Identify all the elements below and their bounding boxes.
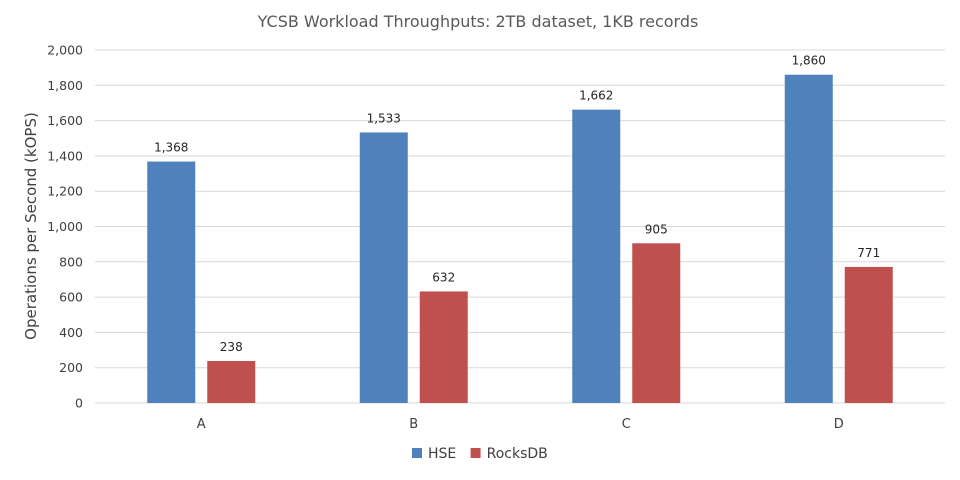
y-tick-label: 1,200 [47,184,83,199]
legend-swatch-hse [412,448,422,458]
y-tick-label: 800 [59,254,83,269]
bar-rocksdb-d [844,266,893,403]
x-tick-label: B [409,417,418,432]
y-tick-label: 1,800 [47,78,83,93]
bar-hse-b [359,132,408,403]
bar-rocksdb-b [419,291,468,403]
data-label-rocksdb-a: 238 [220,340,243,354]
data-label-rocksdb-b: 632 [432,270,455,284]
x-axis-ticks: A B C D [197,417,844,432]
x-tick-label: D [834,417,844,432]
y-tick-label: 1,600 [47,113,83,128]
bar-hse-d [784,74,833,404]
y-tick-label: 2,000 [47,43,83,58]
bar-hse-a [147,161,196,403]
data-label-hse-d: 1,860 [792,54,826,68]
data-labels: 1,368 238 1,533 632 1,662 905 1,860 771 [154,54,880,354]
data-label-hse-c: 1,662 [579,89,613,103]
legend-label-hse: HSE [428,446,456,462]
y-tick-label: 200 [59,360,83,375]
legend: HSE RocksDB [412,446,548,462]
y-axis-label: Operations per Second (kOPS) [22,112,40,340]
data-label-hse-a: 1,368 [154,141,188,155]
bar-rocksdb-c [632,243,681,403]
data-label-hse-b: 1,533 [367,111,401,125]
y-tick-label: 1,400 [47,148,83,163]
bar-hse-c [572,109,621,404]
x-tick-label: A [197,417,206,432]
legend-label-rocksdb: RocksDB [487,446,548,462]
y-tick-label: 1,000 [47,219,83,234]
y-tick-label: 0 [75,396,83,411]
y-tick-label: 600 [59,290,83,305]
bar-rocksdb-a [207,360,256,403]
chart-title: YCSB Workload Throughputs: 2TB dataset, … [257,12,699,31]
y-axis-ticks: 0 200 400 600 800 1,000 1,200 1,400 1,600 1,800 2,… [47,43,83,411]
x-tick-label: C [622,417,631,432]
y-tick-label: 400 [59,325,83,340]
data-label-rocksdb-d: 771 [857,246,880,260]
legend-swatch-rocksdb [470,448,481,458]
data-label-rocksdb-c: 905 [645,222,668,236]
bars [147,74,893,404]
